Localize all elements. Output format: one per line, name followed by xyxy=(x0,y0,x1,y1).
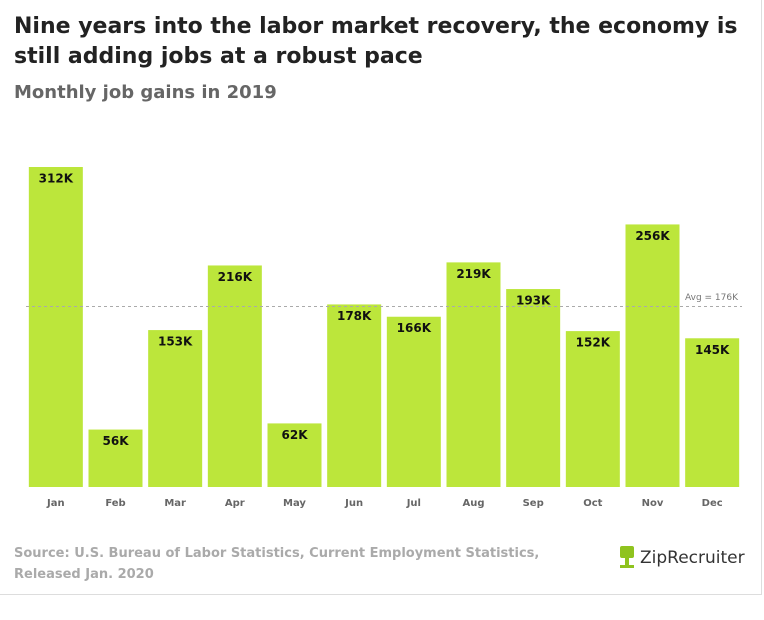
bar xyxy=(506,289,561,487)
bar xyxy=(148,330,203,487)
bar xyxy=(267,423,322,487)
bar xyxy=(327,304,382,487)
bar xyxy=(207,265,262,487)
logo-icon xyxy=(620,546,634,568)
value-label: 166K xyxy=(397,321,432,335)
bar xyxy=(386,316,441,487)
value-label: 193K xyxy=(516,294,551,308)
bar xyxy=(88,429,143,487)
x-tick-label: Oct xyxy=(583,498,602,509)
x-tick-label: Mar xyxy=(164,498,186,509)
x-tick-label: Dec xyxy=(702,498,723,509)
frame xyxy=(0,0,762,595)
bar xyxy=(565,331,620,487)
value-label: 153K xyxy=(158,335,193,349)
x-tick-label: Jul xyxy=(406,498,421,509)
x-tick-label: Nov xyxy=(642,498,664,509)
source-note: Source: U.S. Bureau of Labor Statistics,… xyxy=(14,546,540,582)
logo-text: ZipRecruiter xyxy=(640,548,745,568)
bar xyxy=(446,262,501,487)
x-tick-label: Feb xyxy=(105,498,125,509)
x-tick-label: May xyxy=(283,498,306,509)
x-tick-label: Aug xyxy=(462,498,484,509)
value-label: 152K xyxy=(576,336,611,350)
x-tick-label: Sep xyxy=(523,498,544,509)
value-label: 256K xyxy=(635,229,670,243)
bar xyxy=(685,338,740,487)
value-label: 62K xyxy=(282,428,309,442)
chart-title: Nine years into the labor market recover… xyxy=(14,14,738,69)
value-label: 219K xyxy=(456,267,491,281)
bar xyxy=(28,167,83,487)
value-label: 216K xyxy=(218,270,253,284)
average-label: Avg = 176K xyxy=(685,293,739,303)
x-tick-label: Jun xyxy=(344,498,363,509)
value-label: 145K xyxy=(695,343,730,357)
value-label: 178K xyxy=(337,309,372,323)
x-tick-label: Apr xyxy=(225,498,245,509)
value-label: 312K xyxy=(39,172,74,186)
bar xyxy=(625,224,680,487)
value-label: 56K xyxy=(103,434,130,448)
chart-subtitle: Monthly job gains in 2019 xyxy=(14,82,277,103)
x-tick-label: Jan xyxy=(46,498,65,509)
logo: ZipRecruiter xyxy=(618,544,745,572)
